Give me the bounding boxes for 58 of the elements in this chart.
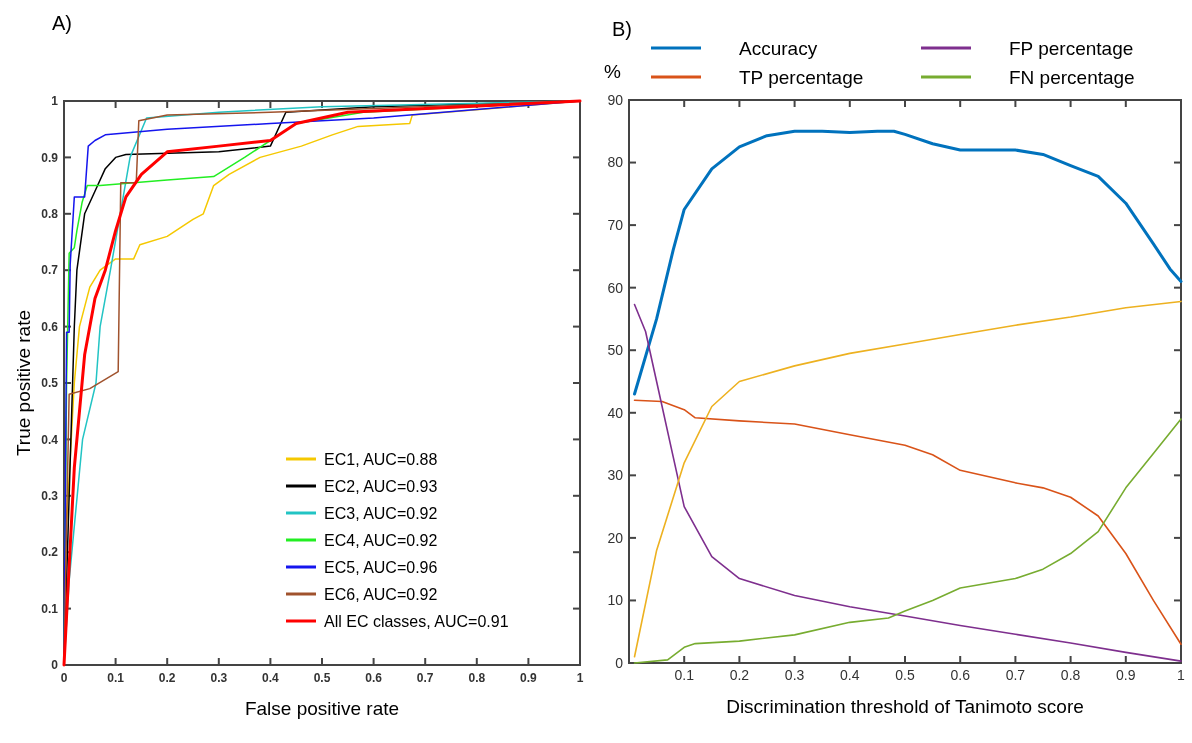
y-tick-label: 0.6: [41, 319, 59, 334]
x-tick-label: 0.1: [107, 671, 125, 685]
x-tick-label: 0.9: [1116, 667, 1136, 683]
x-tick-label: 0.9: [520, 671, 538, 685]
x-tick-label: 0.2: [729, 667, 750, 683]
legend-label: EC4, AUC=0.92: [324, 531, 438, 549]
x-tick-label: 1: [1177, 667, 1186, 683]
y-tick-label: 0.2: [41, 545, 59, 560]
legend-label: EC6, AUC=0.92: [324, 585, 438, 603]
chart-title: B): [612, 18, 632, 40]
y-tick-label: 0.1: [41, 601, 59, 616]
y-tick-label: 1: [51, 94, 59, 109]
y-axis-title: True positive rate: [13, 309, 34, 457]
y-tick-label: 0.5: [41, 376, 59, 391]
legend-label: EC2, AUC=0.93: [324, 477, 438, 495]
legend-label: Accuracy: [739, 37, 818, 59]
x-tick-label: 0.8: [1060, 667, 1081, 683]
x-tick-label: 0.1: [674, 667, 695, 683]
y-tick-label: 30: [607, 467, 624, 484]
x-tick-label: 0.6: [950, 667, 971, 683]
x-tick-label: 0.5: [895, 667, 915, 683]
x-tick-label: 0.8: [468, 671, 486, 685]
y-tick-label: 0: [615, 654, 624, 671]
y-tick-label: 70: [607, 217, 624, 234]
legend-label: FP percentage: [1009, 37, 1134, 59]
y-axis-title: %: [604, 61, 622, 82]
y-tick-label: 20: [607, 529, 624, 546]
legend-label: EC5, AUC=0.96: [324, 558, 438, 576]
x-tick-label: 0.4: [262, 671, 280, 685]
y-tick-label: 40: [607, 404, 624, 421]
y-tick-label: 80: [607, 154, 624, 171]
legend-label: TP percentage: [739, 66, 864, 88]
legend-label: EC1, AUC=0.88: [324, 450, 438, 468]
x-tick-label: 0.2: [158, 671, 176, 685]
x-tick-label: 0.3: [784, 667, 805, 683]
x-tick-label: 0.7: [1005, 667, 1026, 683]
x-tick-label: 0.4: [840, 667, 860, 683]
x-tick-label: 0: [60, 671, 68, 685]
y-tick-label: 90: [607, 91, 624, 108]
x-tick-label: 0.6: [365, 671, 383, 685]
y-tick-label: 50: [607, 342, 624, 359]
y-tick-label: 0.4: [41, 432, 59, 447]
y-tick-label: 0.9: [41, 150, 59, 165]
legend-label: All EC classes, AUC=0.91: [324, 612, 509, 630]
legend-label: EC3, AUC=0.92: [324, 504, 438, 522]
legend-label: FN percentage: [1009, 66, 1135, 88]
x-tick-label: 1: [576, 671, 584, 685]
y-tick-label: 0.3: [41, 489, 59, 503]
chart-title: A): [52, 12, 72, 34]
x-tick-label: 0.3: [210, 671, 228, 685]
y-tick-label: 0.7: [41, 263, 59, 278]
x-tick-label: 0.7: [416, 671, 434, 685]
x-axis-title: Discrimination threshold of Tanimoto score: [726, 696, 1084, 717]
y-tick-label: 10: [607, 592, 624, 609]
y-tick-label: 60: [607, 279, 624, 296]
x-tick-label: 0.5: [313, 671, 331, 685]
x-axis-title: False positive rate: [244, 698, 400, 719]
y-tick-label: 0.8: [41, 207, 59, 221]
